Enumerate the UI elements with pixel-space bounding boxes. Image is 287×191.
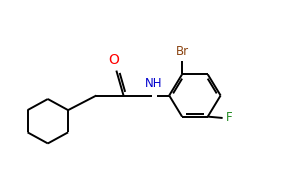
Text: NH: NH [145, 77, 162, 90]
Text: F: F [226, 112, 232, 125]
Text: Br: Br [176, 45, 189, 58]
Text: O: O [109, 53, 119, 67]
